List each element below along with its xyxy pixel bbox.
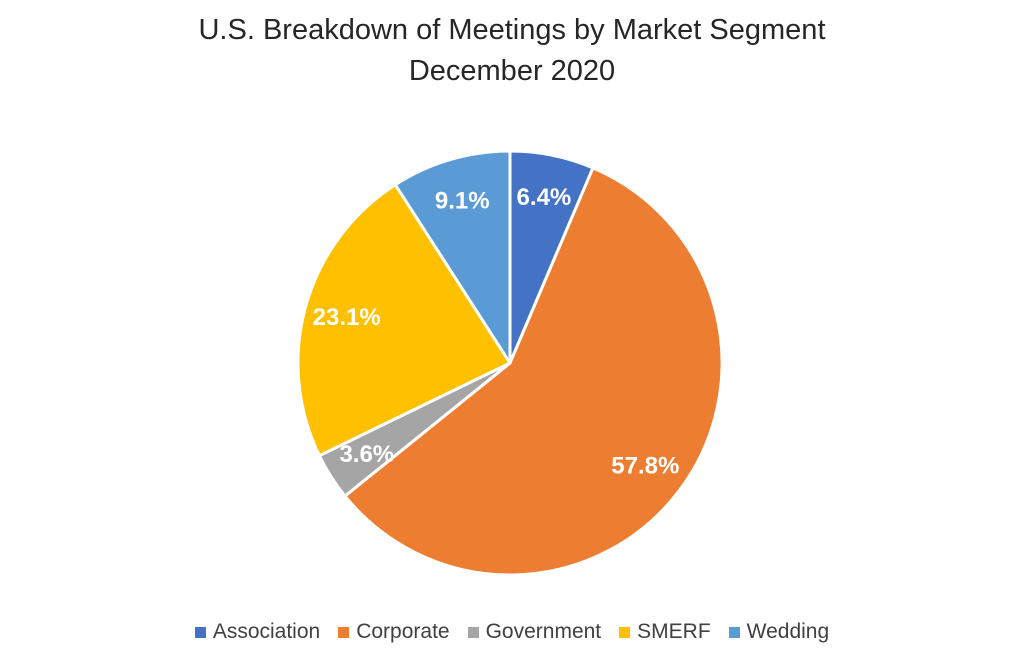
data-label-corporate: 57.8%: [611, 452, 679, 479]
chart-title-line1: U.S. Breakdown of Meetings by Market Seg…: [198, 14, 826, 46]
data-label-government: 3.6%: [339, 441, 394, 468]
legend-marker-corporate: [338, 626, 350, 638]
legend-item-wedding: Wedding: [728, 620, 830, 644]
legend-marker-association: [194, 626, 206, 638]
legend-label-corporate: Corporate: [356, 620, 450, 643]
legend-marker-smerf: [619, 626, 631, 638]
chart-title: U.S. Breakdown of Meetings by Market Seg…: [0, 10, 1024, 92]
legend-item-smerf: SMERF: [619, 620, 711, 644]
pie-slice-smerf: [296, 183, 512, 458]
data-label-association: 6.4%: [517, 184, 572, 211]
legend-marker-wedding: [728, 626, 740, 638]
legend-item-corporate: Corporate: [338, 620, 450, 644]
pie-slice-wedding: [393, 149, 512, 365]
pie-slice-corporate: [343, 166, 724, 577]
legend-item-government: Government: [467, 620, 602, 644]
legend-item-association: Association: [194, 620, 321, 644]
chart-legend: Association Corporate Government SMERF Weddi…: [0, 620, 1024, 644]
legend-label-smerf: SMERF: [637, 620, 711, 643]
data-label-smerf: 23.1%: [313, 304, 381, 331]
legend-label-wedding: Wedding: [746, 620, 830, 643]
legend-marker-government: [467, 626, 479, 638]
legend-label-association: Association: [212, 620, 321, 643]
legend-label-government: Government: [485, 620, 602, 643]
chart-title-line2: December 2020: [408, 55, 616, 87]
data-label-wedding: 9.1%: [435, 187, 490, 214]
